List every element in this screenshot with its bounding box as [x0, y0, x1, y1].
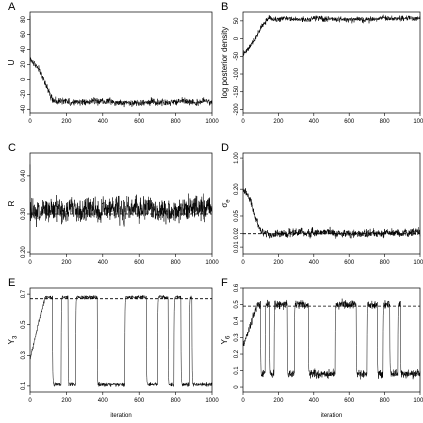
- y-tick-label: 0.3: [234, 333, 240, 342]
- x-tick-label: 200: [273, 119, 284, 125]
- y-tick-label: 0.2: [234, 349, 240, 358]
- y-tick-label: 0.01: [234, 241, 240, 253]
- x-tick-label: 0: [28, 398, 32, 404]
- trace-line: [242, 298, 421, 380]
- y-tick-label: 0.5: [21, 320, 27, 329]
- x-tick-label: 400: [98, 398, 109, 404]
- y-axis-label: σe: [220, 199, 232, 208]
- trace-line: [29, 164, 213, 228]
- panel-letter: C: [8, 142, 16, 154]
- x-tick-label: 1000: [205, 260, 219, 266]
- panel-c: 0 200 400 600 800 1000 0.20 0.30 0.40 C R: [7, 142, 219, 266]
- x-axis-label: iteration: [321, 413, 342, 419]
- y-tick-label: -50: [234, 51, 240, 60]
- x-tick-label: 600: [134, 119, 145, 125]
- y-tick-label: -40: [21, 104, 27, 113]
- y-tick-label: 0.02: [234, 227, 240, 239]
- panel-letter: A: [8, 1, 16, 13]
- x-tick-label: 800: [171, 119, 182, 125]
- y-tick-label: 0.7: [21, 289, 27, 298]
- trace-line: [242, 14, 421, 110]
- x-tick-label: 0: [28, 119, 32, 125]
- panel-e: 0 200 400 600 800 1000 0.1 0.3 0.5 0.7 E Y3 iteratio…: [7, 277, 219, 419]
- panel-letter: B: [221, 1, 228, 13]
- x-tick-label: 1000: [413, 119, 423, 125]
- x-tick-label: 200: [273, 398, 284, 404]
- x-tick-label: 800: [171, 260, 182, 266]
- y-tick-label: 60: [21, 30, 27, 37]
- panel-f: 0 200 400 600 800 1000 0 0.1 0.2 0.3 0.4 0.5 0.6 F Y6 i…: [220, 277, 423, 419]
- y-tick-label: 0.3: [21, 350, 27, 359]
- plot-frame: [242, 287, 421, 393]
- x-tick-label: 600: [344, 398, 355, 404]
- x-tick-label: 600: [344, 119, 355, 125]
- panel-a: 0 200 400 600 800 1000 -40 -20 0 20 40 60 80 A U: [7, 1, 219, 125]
- x-axis-label: iteration: [110, 413, 131, 419]
- x-tick-label: 400: [309, 398, 320, 404]
- x-tick-label: 800: [171, 398, 182, 404]
- y-tick-label: 0: [234, 385, 240, 389]
- y-axis-label: log posterior density: [220, 27, 229, 99]
- y-tick-label: 0: [234, 36, 240, 40]
- y-tick-label: 0.40: [21, 169, 27, 181]
- y-tick-label: 20: [21, 60, 27, 67]
- y-tick-label: 1.00: [234, 152, 240, 164]
- y-tick-label: 0.1: [21, 381, 27, 390]
- y-tick-label: 40: [21, 45, 27, 52]
- panel-letter: D: [221, 142, 229, 154]
- x-tick-label: 0: [241, 260, 245, 266]
- y-tick-label: 0.20: [234, 183, 240, 195]
- x-tick-label: 1000: [413, 398, 423, 404]
- x-tick-label: 200: [61, 260, 72, 266]
- plot-frame: [242, 152, 421, 255]
- x-tick-label: 1000: [205, 398, 219, 404]
- x-tick-label: 1000: [205, 119, 219, 125]
- x-tick-label: 0: [241, 119, 245, 125]
- x-tick-label: 400: [309, 260, 320, 266]
- trace-line: [242, 160, 421, 239]
- x-tick-label: 200: [61, 398, 72, 404]
- panel-b: 0 200 400 600 800 1000 -200 -150 -100 -50 0 50 Blog …: [220, 1, 423, 125]
- y-tick-label: 0.05: [234, 209, 240, 221]
- y-tick-label: 0.30: [21, 207, 27, 219]
- y-tick-label: 80: [21, 15, 27, 22]
- y-tick-label: -20: [21, 89, 27, 98]
- y-tick-label: 0.20: [21, 246, 27, 258]
- panel-letter: F: [221, 277, 228, 289]
- x-tick-label: 600: [134, 398, 145, 404]
- trace-line: [29, 294, 213, 388]
- y-tick-label: -100: [234, 67, 240, 80]
- y-tick-label: 0: [21, 77, 27, 81]
- trace-line: [29, 15, 213, 108]
- x-tick-label: 800: [380, 119, 391, 125]
- plot-frame: [29, 287, 213, 393]
- x-tick-label: 400: [98, 119, 109, 125]
- x-tick-label: 400: [309, 119, 320, 125]
- x-tick-label: 800: [380, 260, 391, 266]
- y-tick-label: -200: [234, 103, 240, 116]
- x-tick-label: 600: [134, 260, 145, 266]
- x-tick-label: 200: [273, 260, 284, 266]
- y-tick-label: 0.4: [234, 316, 240, 325]
- y-axis-label: Y6: [220, 335, 232, 344]
- y-tick-label: -150: [234, 85, 240, 98]
- x-tick-label: 800: [380, 398, 391, 404]
- x-tick-label: 0: [241, 398, 245, 404]
- y-tick-label: 0.6: [234, 283, 240, 292]
- x-tick-label: 600: [344, 260, 355, 266]
- panel-letter: E: [8, 277, 15, 289]
- y-axis-label: U: [7, 59, 16, 65]
- x-tick-label: 1000: [413, 260, 423, 266]
- y-tick-label: 0.5: [234, 300, 240, 309]
- x-tick-label: 400: [98, 260, 109, 266]
- plot-frame: [242, 11, 421, 114]
- y-tick-label: 0.1: [234, 366, 240, 375]
- y-axis-label: R: [7, 200, 16, 206]
- y-tick-label: 50: [234, 17, 240, 24]
- panel-d: 0 200 400 600 800 1000 0.01 0.02 0.05 0.20 1.00 Dσe: [220, 142, 423, 266]
- x-tick-label: 200: [61, 119, 72, 125]
- x-tick-label: 0: [28, 260, 32, 266]
- y-axis-label: Y3: [7, 335, 19, 344]
